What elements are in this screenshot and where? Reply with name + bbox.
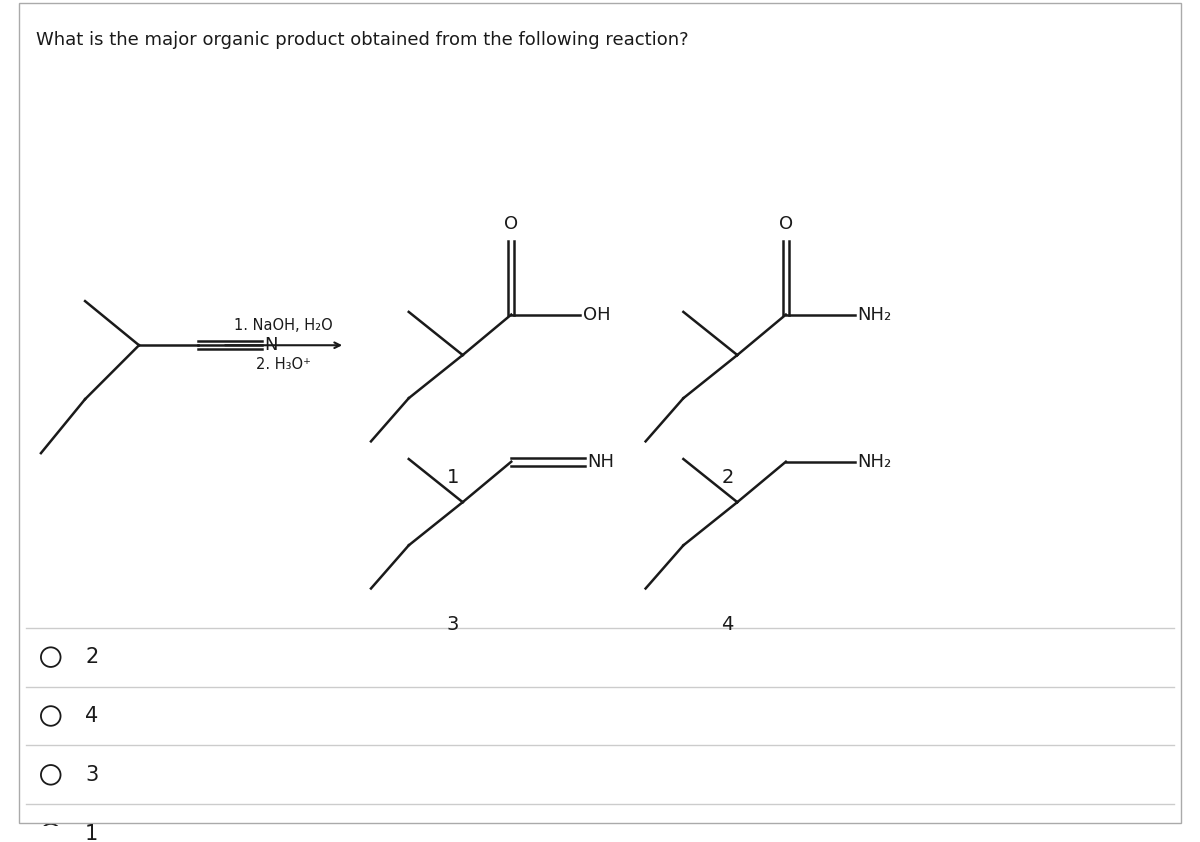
Text: 1. NaOH, H₂O: 1. NaOH, H₂O (234, 318, 332, 333)
Text: 3: 3 (85, 765, 98, 785)
Text: 3: 3 (446, 615, 460, 634)
Text: 2. H₃O⁺: 2. H₃O⁺ (256, 357, 311, 372)
Text: NH: NH (588, 453, 614, 471)
Text: OH: OH (583, 306, 611, 323)
Text: O: O (779, 216, 793, 233)
Text: 2: 2 (721, 468, 733, 487)
Text: NH₂: NH₂ (858, 453, 892, 471)
Text: 1: 1 (85, 823, 98, 842)
Text: N: N (264, 336, 278, 354)
Text: O: O (504, 216, 518, 233)
Text: NH₂: NH₂ (858, 306, 892, 323)
Text: 2: 2 (85, 647, 98, 667)
Text: What is the major organic product obtained from the following reaction?: What is the major organic product obtain… (36, 31, 689, 50)
Text: 4: 4 (721, 615, 733, 634)
Text: 1: 1 (446, 468, 460, 487)
Text: 4: 4 (85, 706, 98, 726)
